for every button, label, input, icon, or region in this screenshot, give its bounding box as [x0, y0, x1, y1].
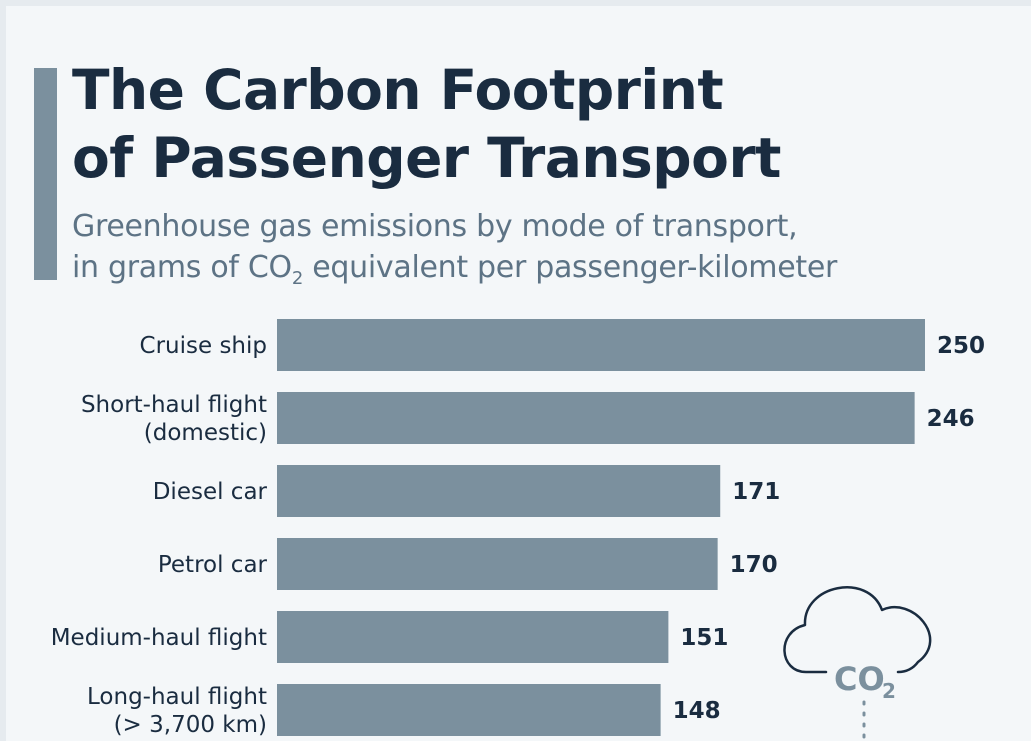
- value-label-short-haul-flight: 246: [927, 406, 975, 432]
- chart-subtitle-line-2-end: equivalent per passenger-kilometer: [303, 250, 838, 285]
- bar-long-haul-flight: [277, 684, 661, 736]
- co2-cloud-icon: CO 2: [783, 586, 932, 741]
- chart-subtitle-subscript: 2: [291, 268, 304, 289]
- bar-petrol-car: [277, 538, 718, 590]
- bar-short-haul-flight: [277, 392, 915, 444]
- value-label-medium-haul-flight: 151: [680, 625, 728, 651]
- chart-subtitle-line-2-start: in grams of CO: [72, 250, 292, 285]
- category-label-diesel-car: Diesel car: [153, 479, 268, 505]
- title-accent-bar: [34, 68, 57, 280]
- chart-title: The Carbon Footprint of Passenger Transp…: [72, 56, 781, 192]
- category-label-short-haul-flight: Short-haul flight (domestic): [81, 392, 267, 446]
- chart-title-line-1: The Carbon Footprint: [72, 58, 724, 122]
- value-label-long-haul-flight: 148: [673, 698, 721, 724]
- bar-medium-haul-flight: [277, 611, 669, 663]
- chart-subtitle: Greenhouse gas emissions by mode of tran…: [72, 206, 837, 299]
- chart-subtitle-line-1: Greenhouse gas emissions by mode of tran…: [72, 209, 798, 244]
- bar-diesel-car: [277, 465, 721, 517]
- category-label-medium-haul-flight: Medium-haul flight: [51, 625, 267, 651]
- value-label-diesel-car: 171: [732, 479, 780, 505]
- co2-cloud-label: CO: [834, 660, 885, 698]
- value-label-petrol-car: 170: [730, 552, 778, 578]
- bar-cruise-ship: [277, 319, 925, 371]
- category-label-petrol-car: Petrol car: [158, 552, 268, 578]
- value-label-cruise-ship: 250: [937, 333, 985, 359]
- category-label-cruise-ship: Cruise ship: [140, 333, 267, 359]
- chart-title-line-2: of Passenger Transport: [72, 126, 781, 190]
- category-label-long-haul-flight: Long-haul flight (> 3,700 km): [87, 684, 267, 738]
- co2-cloud-subscript: 2: [882, 679, 896, 703]
